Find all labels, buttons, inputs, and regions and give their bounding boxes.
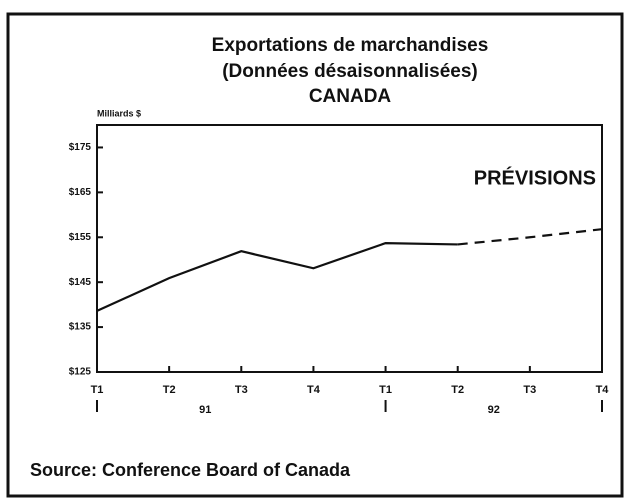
y-axis-label: Milliards $: [97, 108, 141, 118]
chart-subtitle: CANADA: [309, 86, 392, 107]
source: Source: Conference Board of Canada: [30, 460, 351, 480]
line-series: [96, 242, 458, 312]
x-tick-label: T1: [91, 384, 104, 396]
x-tick-label: T4: [307, 384, 321, 396]
y-tick-label: $145: [69, 277, 92, 288]
chart-title: Exportations de marchandises: [212, 35, 489, 56]
plot-area: [96, 124, 603, 373]
frame: [6, 12, 624, 498]
y-tick-label: $155: [69, 232, 92, 243]
y-tick-label: $175: [69, 142, 92, 153]
year-label: 91: [199, 404, 211, 416]
x-tick-label: T2: [163, 384, 176, 396]
y-tick-label: $135: [69, 322, 92, 333]
x-tick-label: T4: [596, 384, 610, 396]
x-tick-label: T2: [451, 384, 464, 396]
year-label: 92: [488, 404, 500, 416]
y-tick-label: $165: [69, 187, 92, 198]
line-series: [457, 228, 603, 246]
y-tick-label: $125: [69, 367, 92, 378]
x-tick-label: T3: [523, 384, 536, 396]
x-tick-label: T3: [235, 384, 248, 396]
chart-subtitle: (Données désaisonnalisées): [222, 61, 478, 82]
x-tick-label: T1: [379, 384, 392, 396]
legend-label: PRÉVISIONS: [474, 166, 596, 189]
